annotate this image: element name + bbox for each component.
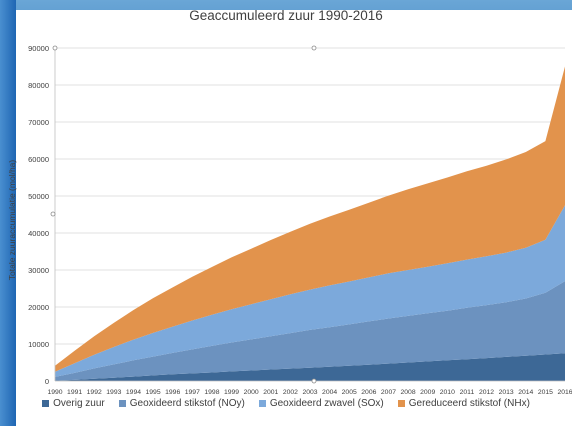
- chart-title: Geaccumuleerd zuur 1990-2016: [189, 8, 383, 23]
- x-tick-label: 2003: [302, 389, 317, 396]
- area-series-1: [55, 353, 565, 381]
- x-tick-label: 2014: [518, 389, 533, 396]
- y-tick-label: 60000: [28, 155, 49, 164]
- selection-handle: [311, 45, 317, 51]
- y-tick-label: 80000: [28, 81, 49, 90]
- x-tick-label: 1990: [47, 389, 62, 396]
- selection-handle: [52, 45, 58, 51]
- x-tick-label: 1991: [67, 389, 82, 396]
- x-tick-label: 2002: [283, 389, 298, 396]
- legend-label: Geoxideerd stikstof (NOy): [129, 398, 245, 409]
- x-tick-label: 2008: [401, 389, 416, 396]
- legend-item: Gereduceerd stikstof (NHx): [397, 398, 530, 409]
- x-tick-label: 1997: [185, 389, 200, 396]
- x-tick-label: 2011: [460, 389, 475, 396]
- y-tick-label: 30000: [28, 266, 49, 275]
- legend-swatch: [42, 400, 50, 407]
- x-tick-label: 2000: [244, 389, 259, 396]
- legend-label: Geoxideerd zwavel (SOx): [269, 398, 384, 409]
- legend-label: Overig zuur: [53, 398, 105, 409]
- x-tick-label: 1999: [224, 389, 239, 396]
- area-series-3: [55, 205, 565, 377]
- y-tick-label: 40000: [28, 229, 49, 238]
- x-tick-label: 2010: [440, 389, 455, 396]
- chart-legend: Overig zuur Geoxideerd stikstof (NOy) Geox…: [0, 398, 572, 409]
- x-tick-label: 1998: [204, 389, 219, 396]
- area-series-2: [55, 281, 565, 381]
- x-tick-label: 2005: [342, 389, 357, 396]
- x-tick-label: 1995: [146, 389, 161, 396]
- x-tick-label: 2015: [538, 389, 553, 396]
- x-tick-label: 2006: [361, 389, 376, 396]
- x-tick-label: 2016: [557, 389, 572, 396]
- selection-handle: [50, 211, 56, 217]
- legend-label: Gereduceerd stikstof (NHx): [408, 398, 530, 409]
- x-tick-label: 1993: [106, 389, 121, 396]
- legend-swatch: [258, 400, 266, 407]
- area-series-4: [55, 66, 565, 372]
- legend-item: Overig zuur: [42, 398, 105, 409]
- legend-item: Geoxideerd stikstof (NOy): [118, 398, 245, 409]
- selection-handle: [311, 378, 317, 384]
- y-tick-label: 0: [45, 377, 49, 386]
- y-tick-label: 50000: [28, 192, 49, 201]
- x-tick-label: 1994: [126, 389, 141, 396]
- x-tick-label: 2004: [322, 389, 337, 396]
- x-tick-label: 2012: [479, 389, 494, 396]
- x-tick-label: 1996: [165, 389, 180, 396]
- background-left-strip: [0, 0, 16, 426]
- x-tick-label: 2013: [499, 389, 514, 396]
- y-axis-label: Totale zuuraccumulatie (mol/ha): [7, 159, 17, 281]
- x-tick-label: 2007: [381, 389, 396, 396]
- legend-swatch: [118, 400, 126, 407]
- y-tick-label: 20000: [28, 303, 49, 312]
- legend-swatch: [397, 400, 405, 407]
- x-tick-label: 2009: [420, 389, 435, 396]
- y-tick-label: 10000: [28, 340, 49, 349]
- legend-item: Geoxideerd zwavel (SOx): [258, 398, 384, 409]
- x-tick-label: 1992: [87, 389, 102, 396]
- y-tick-label: 70000: [28, 118, 49, 127]
- y-tick-label: 90000: [28, 44, 49, 53]
- x-tick-label: 2001: [263, 389, 278, 396]
